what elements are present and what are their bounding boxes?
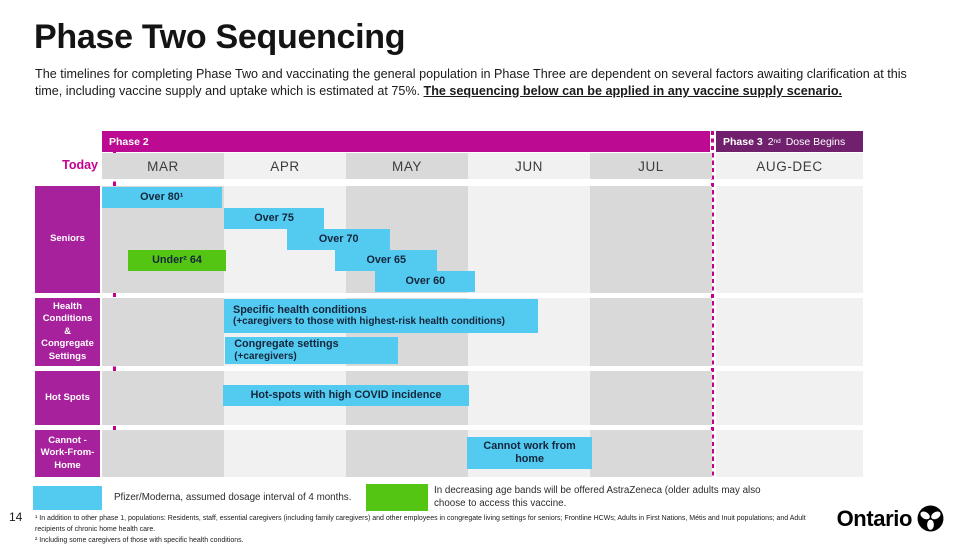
intro-emphasis: The sequencing below can be applied in a… bbox=[423, 83, 843, 98]
grid-cell-seniors-jul bbox=[590, 186, 712, 293]
month-header-jun: JUN bbox=[468, 153, 590, 179]
legend-text-pfizer: Pfizer/Moderna, assumed dosage interval … bbox=[114, 491, 352, 503]
bar-label: Over 70 bbox=[318, 233, 359, 246]
bar-label: Hot-spots with high COVID incidence bbox=[250, 389, 442, 402]
bar-over-70: Over 70 bbox=[287, 229, 390, 250]
bar-congregate-settings: Congregate settings (+caregivers) bbox=[225, 337, 399, 364]
bar-label: Over 75 bbox=[254, 212, 294, 225]
bar-cannot-work-from-home: Cannot work from home bbox=[466, 437, 593, 469]
legend-swatch-astrazeneca-green bbox=[366, 484, 428, 511]
bar-label: Over 60 bbox=[405, 275, 446, 288]
grid-cell-hotspots-jul bbox=[590, 371, 712, 425]
grid-cell-cwfh-mar bbox=[102, 430, 224, 477]
grid-cell-cwfh-jul bbox=[590, 430, 712, 477]
row-label-health: Health Conditions & Congregate Settings bbox=[35, 298, 100, 366]
today-label: Today bbox=[62, 158, 98, 172]
phase3-marker-line bbox=[711, 131, 715, 477]
row-label-seniors: Seniors bbox=[35, 186, 100, 293]
bar-specific-health-conditions: Specific health conditions (+caregivers t… bbox=[224, 299, 538, 333]
grid-cell-hotspots-mar bbox=[102, 371, 224, 425]
bar-label: Over 65 bbox=[366, 254, 407, 267]
grid-cell-seniors-aug-dec bbox=[716, 186, 863, 293]
grid-cell-cwfh-aug-dec bbox=[716, 430, 863, 477]
grid-cell-cwfh-apr bbox=[224, 430, 346, 477]
bar-over-65: Over 65 bbox=[335, 250, 438, 271]
legend-text-astrazeneca: In decreasing age bands will be offered … bbox=[434, 485, 761, 509]
grid-cell-health-jul bbox=[590, 298, 712, 366]
month-header-may: MAY bbox=[346, 153, 468, 179]
intro-text: The timelines for completing Phase Two a… bbox=[35, 67, 907, 98]
legend-swatch-pfizer-blue bbox=[33, 486, 102, 510]
bar-label: Specific health conditions bbox=[233, 303, 367, 316]
phase3-label: Phase 3 bbox=[723, 135, 763, 148]
phase2-band: Phase 2 bbox=[102, 131, 710, 152]
row-label-hotspots: Hot Spots bbox=[35, 371, 100, 425]
grid-cell-hotspots-aug-dec bbox=[716, 371, 863, 425]
bar-label: Cannot work from home bbox=[483, 440, 576, 465]
bar-hot-spots-with-high-covid-incidence: Hot-spots with high COVID incidence bbox=[222, 385, 470, 406]
grid-cell-health-mar bbox=[102, 298, 224, 366]
grid-cell-health-aug-dec bbox=[716, 298, 863, 366]
bar-under-64: Under² 64 bbox=[127, 250, 227, 271]
bar-over-80: Over 80¹ bbox=[102, 187, 222, 208]
month-header-mar: MAR bbox=[102, 153, 224, 179]
bar-sublabel: (+caregivers to those with highest-risk … bbox=[233, 316, 505, 328]
ontario-logo: Ontario bbox=[837, 505, 944, 532]
page-title: Phase Two Sequencing bbox=[34, 18, 406, 56]
bar-over-75: Over 75 bbox=[224, 208, 325, 229]
bar-label: Over 80¹ bbox=[140, 191, 184, 204]
bar-label: Under² 64 bbox=[152, 254, 202, 267]
trillium-icon bbox=[917, 505, 944, 532]
row-label-cwfh: Cannot - Work-From- Home bbox=[35, 430, 100, 477]
bar-label: Congregate settings bbox=[234, 338, 339, 351]
page-number: 14 bbox=[9, 510, 23, 524]
month-header-jul: JUL bbox=[590, 153, 712, 179]
bar-sublabel: (+caregivers) bbox=[234, 350, 297, 362]
footnote-2: ² Including some caregivers of those wit… bbox=[35, 536, 244, 544]
month-header-aug-dec: AUG-DEC bbox=[716, 153, 863, 179]
bar-over-60: Over 60 bbox=[375, 271, 476, 292]
footnote-1: ¹ In addition to other phase 1, populati… bbox=[35, 515, 806, 533]
month-header-apr: APR bbox=[224, 153, 346, 179]
ontario-logo-text: Ontario bbox=[836, 505, 913, 531]
intro-paragraph: The timelines for completing Phase Two a… bbox=[35, 66, 927, 99]
phase2-label: Phase 2 bbox=[109, 135, 149, 148]
grid-cell-seniors-jun bbox=[468, 186, 590, 293]
grid-cell-cwfh-may bbox=[346, 430, 468, 477]
grid-cell-hotspots-jun bbox=[468, 371, 590, 425]
footnotes: ¹ In addition to other phase 1, populati… bbox=[35, 514, 837, 544]
